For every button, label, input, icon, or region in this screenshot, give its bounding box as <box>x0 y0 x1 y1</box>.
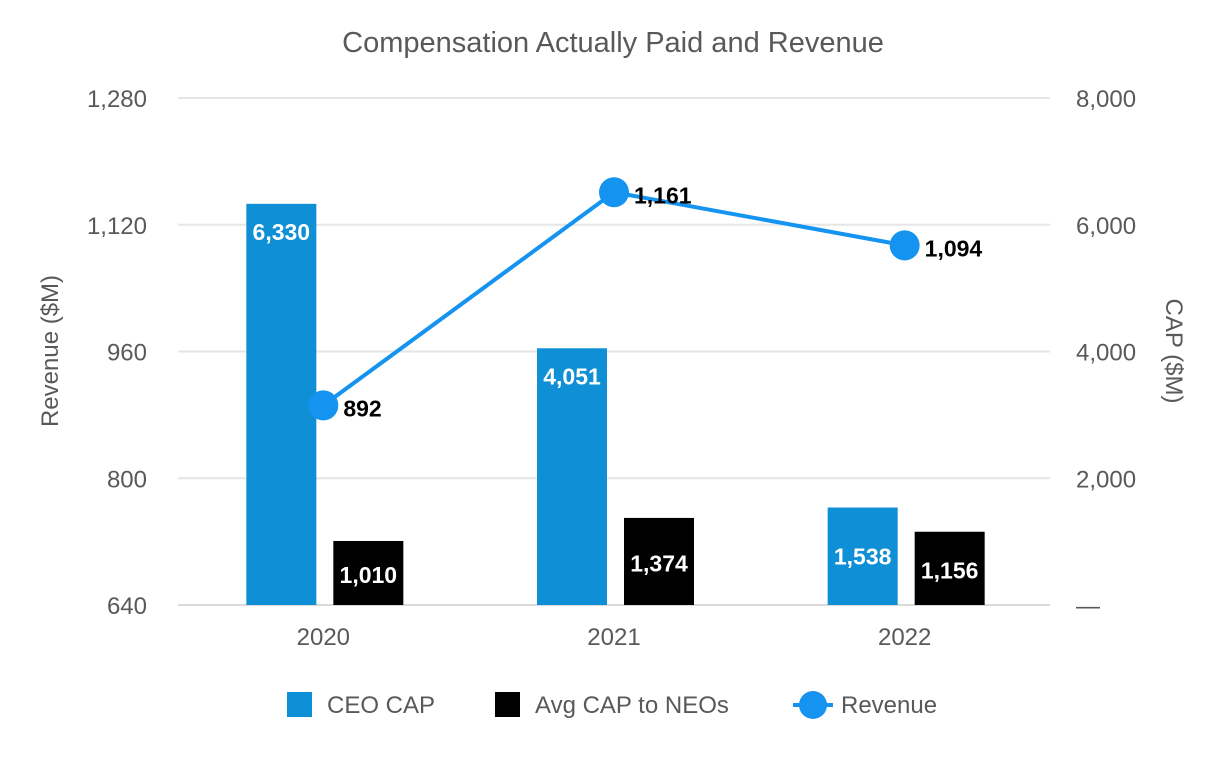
right-tick-label: 2,000 <box>1076 466 1136 493</box>
revenue-point <box>889 230 920 261</box>
bar-data-label: 1,156 <box>921 557 979 583</box>
legend-marker <box>799 691 827 719</box>
bar-data-label: 1,010 <box>340 562 398 588</box>
gridlines <box>178 97 1050 606</box>
legend-swatch <box>495 692 520 717</box>
bar <box>246 203 317 605</box>
right-tick-label: 6,000 <box>1076 213 1136 240</box>
bar <box>624 517 694 605</box>
bar-data-label: 1,538 <box>834 543 892 569</box>
line-series: 892 1,161 1,094 <box>308 177 982 421</box>
category-label: 2021 <box>587 624 640 651</box>
legend-label: Revenue <box>841 692 937 719</box>
left-tick-label: 1,120 <box>87 213 147 240</box>
left-tick-label: 1,280 <box>87 86 147 113</box>
bar <box>827 507 898 605</box>
revenue-data-label: 1,161 <box>634 182 692 208</box>
revenue-point <box>599 177 629 208</box>
bar-data-label: 6,330 <box>253 219 311 245</box>
revenue-data-label: 892 <box>343 395 381 421</box>
revenue-data-label: 1,094 <box>925 235 983 261</box>
bar-series: 6,330 4,051 1,538 1,010 1,374 1,156 <box>246 203 985 605</box>
legend: CEO CAP Avg CAP to NEOs Revenue <box>287 691 937 719</box>
bar <box>537 348 607 605</box>
bar-data-label: 1,374 <box>630 550 688 576</box>
right-axis-title: CAP ($M) <box>1160 299 1187 404</box>
left-axis-title: Revenue ($M) <box>37 275 64 427</box>
legend-swatch <box>287 692 312 717</box>
left-tick-label: 640 <box>107 593 147 620</box>
left-tick-label: 960 <box>107 340 147 367</box>
revenue-point <box>308 390 339 421</box>
right-tick-label: — <box>1076 593 1100 620</box>
right-axis: — 2,000 4,000 6,000 8,000 <box>1076 86 1136 620</box>
left-axis: 640 800 960 1,120 1,280 <box>87 86 147 620</box>
bar-data-label: 4,051 <box>543 363 601 389</box>
bar <box>333 540 404 605</box>
legend-label: CEO CAP <box>327 692 435 719</box>
right-tick-label: 4,000 <box>1076 340 1136 367</box>
left-tick-label: 800 <box>107 466 147 493</box>
chart-title: Compensation Actually Paid and Revenue <box>342 27 884 59</box>
category-label: 2020 <box>297 624 350 651</box>
legend-label: Avg CAP to NEOs <box>535 692 729 719</box>
category-labels: 2020 2021 2022 <box>297 624 932 651</box>
category-label: 2022 <box>878 624 931 651</box>
bar <box>914 531 985 605</box>
right-tick-label: 8,000 <box>1076 86 1136 113</box>
